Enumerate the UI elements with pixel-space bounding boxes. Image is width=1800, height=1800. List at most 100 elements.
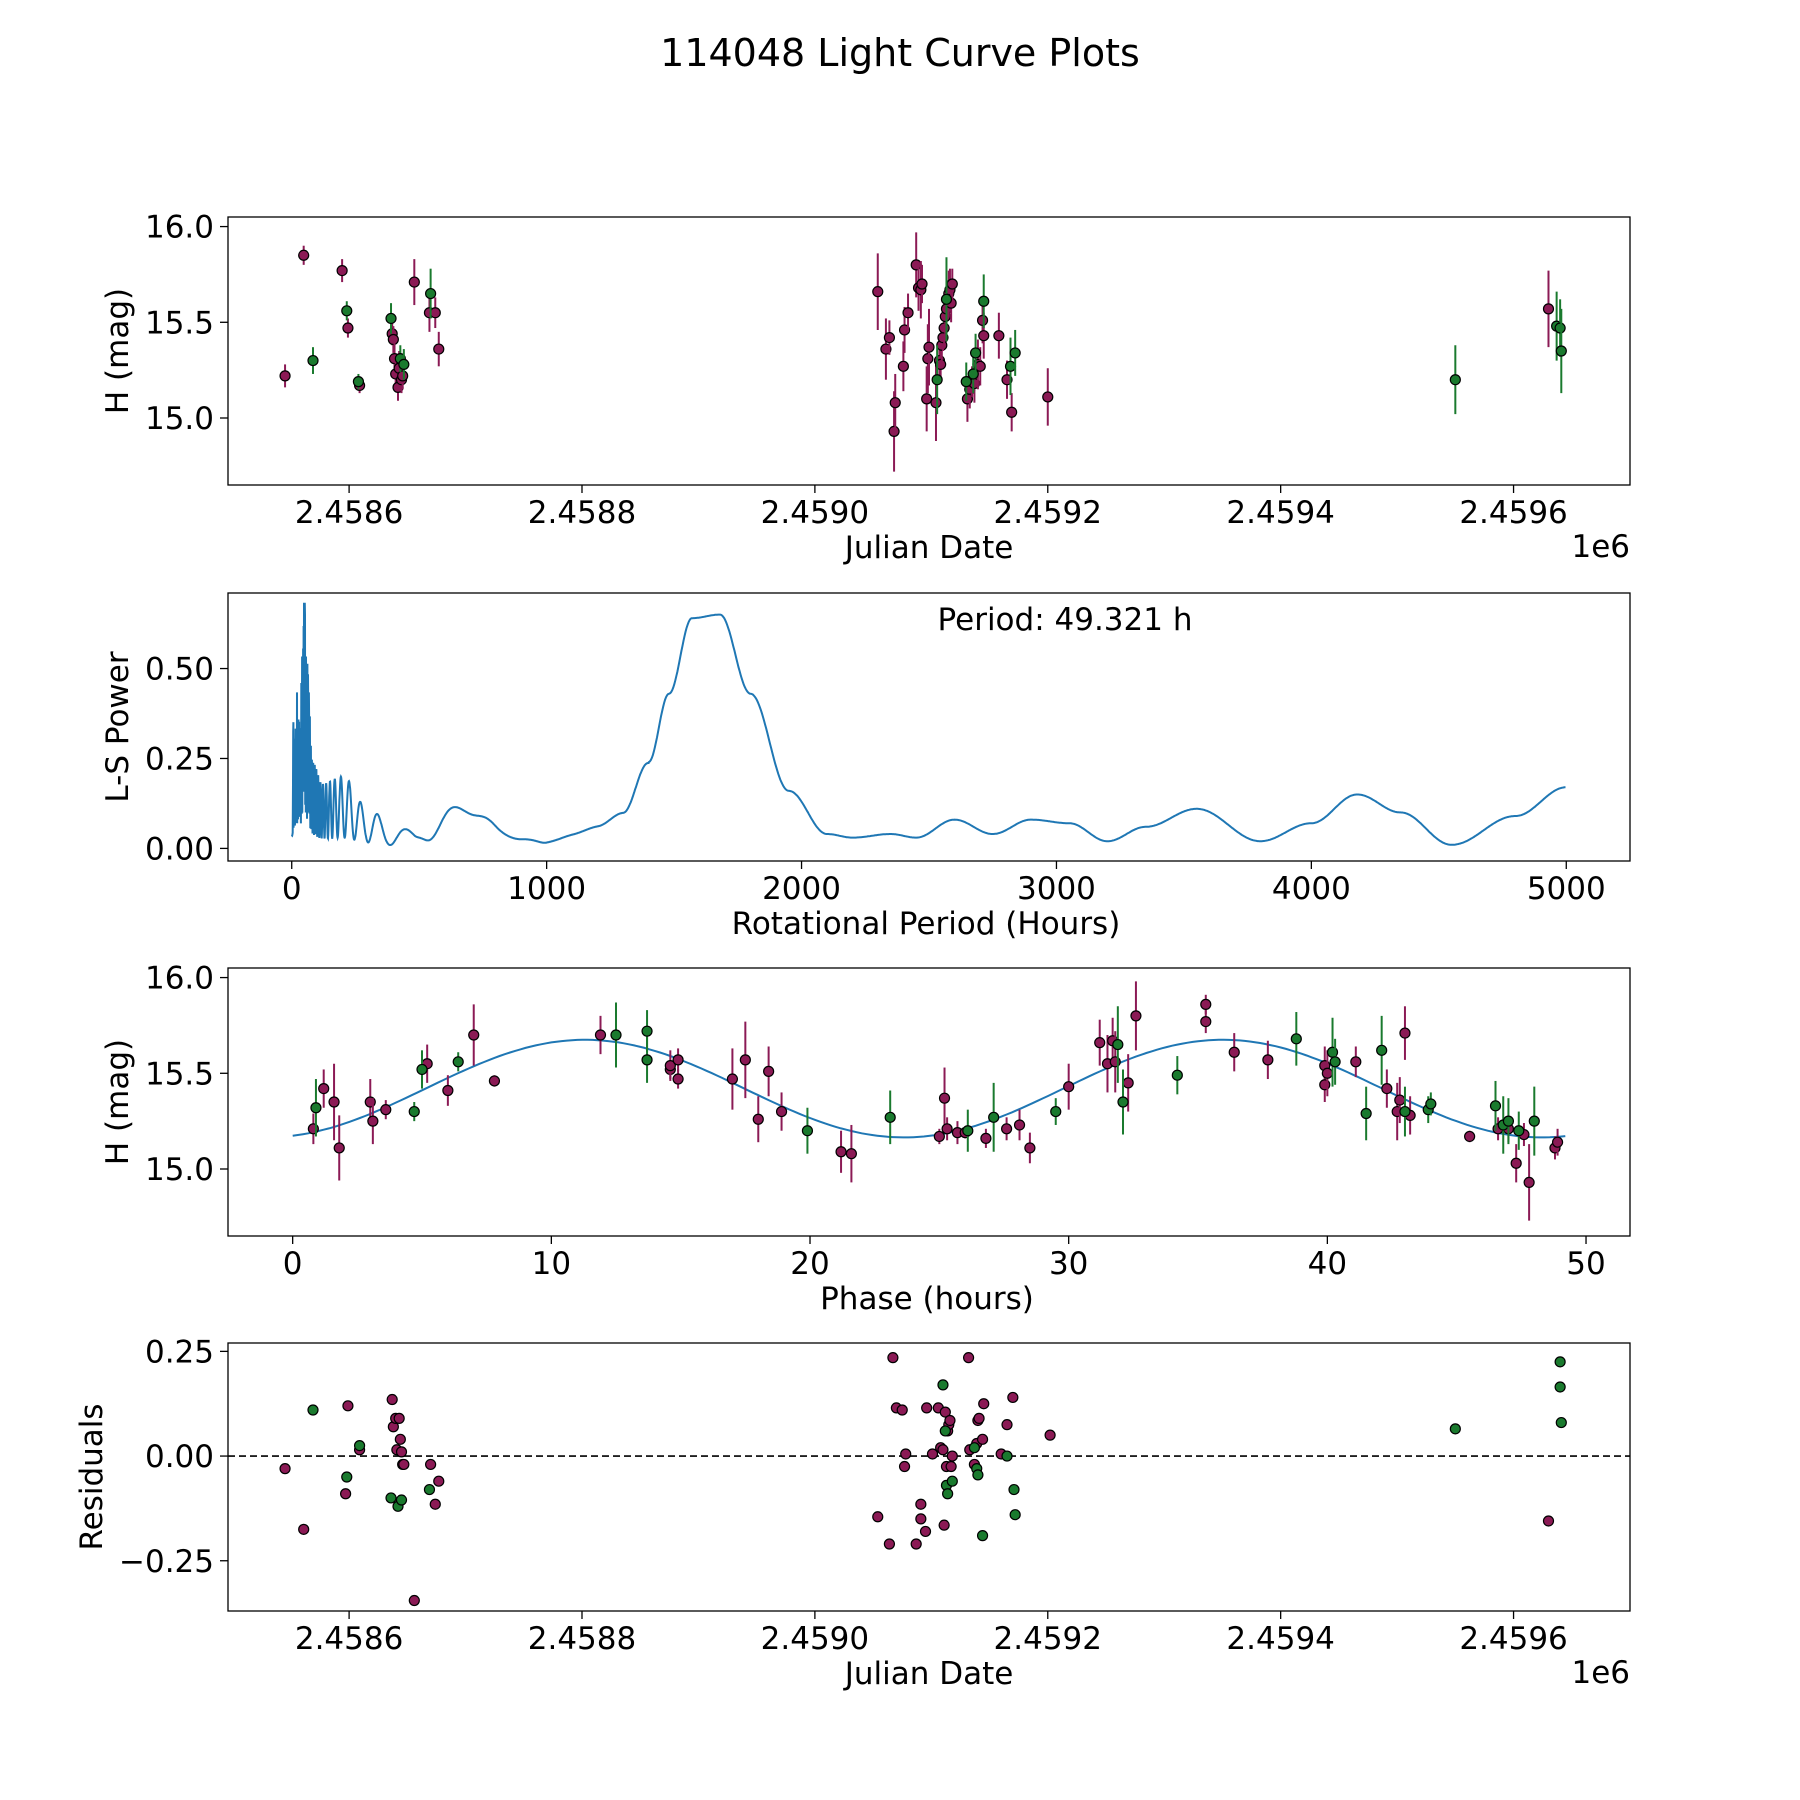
residuals-data-point xyxy=(937,1379,949,1391)
x-tick-label: 2.4590 xyxy=(761,495,869,531)
x-tick-label: 5000 xyxy=(1527,871,1606,907)
x-tick-label: 2.4590 xyxy=(761,1621,869,1657)
phased-data-point xyxy=(610,1029,622,1041)
y-tick-label: 0.50 xyxy=(145,652,214,688)
residuals-data-point xyxy=(968,1442,981,1454)
residuals-data-point xyxy=(978,1398,990,1410)
figure-title: 114048 Light Curve Plots xyxy=(660,31,1140,75)
x-tick-label: 2.4586 xyxy=(295,495,403,531)
phased-data-point xyxy=(1489,1100,1502,1112)
x-tick-label: 2.4588 xyxy=(528,495,636,531)
phased-data-point xyxy=(938,1092,951,1104)
phased-data-point xyxy=(328,1096,340,1108)
lightcurve-data-point xyxy=(1554,322,1566,334)
lightcurve-data-point xyxy=(931,374,943,386)
x-tick-label: 30 xyxy=(1049,1246,1088,1282)
lightcurve-data-point xyxy=(961,393,974,405)
residuals-data-point xyxy=(353,1439,366,1452)
lightcurve-data-point xyxy=(279,370,291,382)
periodogram-power-line xyxy=(290,602,1566,846)
phased-data-point xyxy=(1399,1027,1411,1039)
residuals-data-point xyxy=(942,1488,954,1500)
x-tick-label: 1000 xyxy=(507,871,586,907)
phased-data-point xyxy=(641,1054,653,1066)
phased-data-point xyxy=(1001,1123,1013,1135)
phased-data-point xyxy=(884,1111,896,1123)
residuals-data-point xyxy=(408,1594,420,1607)
residuals-data-point xyxy=(919,1525,932,1538)
phased-data-point xyxy=(488,1075,501,1087)
residuals-data-point xyxy=(910,1538,922,1550)
lightcurve-xlabel: Julian Date xyxy=(843,530,1014,566)
y-tick-label: 0.25 xyxy=(145,741,214,777)
periodogram-plot-area xyxy=(290,602,1566,846)
phased-data-point xyxy=(1464,1130,1476,1143)
phased-data-point xyxy=(1360,1107,1372,1120)
x-tick-label: 0 xyxy=(283,1246,303,1282)
residuals-data-point xyxy=(1555,1416,1567,1429)
x-tick-label: 2.4594 xyxy=(1226,495,1334,531)
residuals-data-point xyxy=(341,1471,353,1483)
phased-data-point xyxy=(1350,1056,1362,1068)
phased-data-point xyxy=(1050,1105,1062,1118)
lightcurve-data-point xyxy=(916,278,928,290)
residuals-data-point xyxy=(898,1460,911,1473)
residuals-data-point xyxy=(1009,1509,1021,1521)
residuals-data-point xyxy=(976,1530,989,1542)
x-tick-label: 2.4594 xyxy=(1226,1621,1334,1657)
y-tick-label: 15.0 xyxy=(145,1152,214,1188)
x-tick-label: 50 xyxy=(1566,1246,1605,1282)
phased-data-point xyxy=(333,1142,345,1154)
phased-data-point xyxy=(468,1029,480,1041)
lightcurve-data-point xyxy=(993,330,1005,342)
phased-data-point xyxy=(1130,1010,1142,1022)
residuals-data-point xyxy=(883,1538,896,1550)
residuals-data-point xyxy=(976,1433,989,1445)
residuals-data-point xyxy=(944,1414,956,1427)
phased-data-point xyxy=(416,1063,428,1076)
lightcurve-data-point xyxy=(946,278,958,290)
residuals-data-point xyxy=(385,1492,397,1504)
residuals-data-point xyxy=(1008,1483,1020,1496)
phased-data-point xyxy=(1381,1082,1393,1095)
residuals-data-point xyxy=(973,1412,985,1424)
periodogram-axes-frame xyxy=(227,592,1631,862)
phased-data-point xyxy=(1094,1037,1106,1049)
residuals-data-point xyxy=(298,1523,310,1535)
phased-data-point xyxy=(801,1125,814,1137)
lightcurve-data-point xyxy=(976,314,989,326)
residuals-data-point xyxy=(423,1483,436,1496)
y-tick-label: 16.0 xyxy=(145,210,214,246)
residuals-data-point xyxy=(915,1498,927,1510)
residuals-data-point xyxy=(945,1460,957,1473)
panel-lightcurve: 2.4586 2.4588 2.4590 2.4592 2.4594 2.4596 15.0… xyxy=(100,210,1631,566)
phased-data-point xyxy=(726,1073,739,1085)
lightcurve-data-point xyxy=(1006,406,1018,418)
lightcurve-axes-frame xyxy=(227,216,1631,486)
phased-data-point xyxy=(442,1084,454,1097)
residuals-data-point xyxy=(395,1494,408,1506)
phased-data-point xyxy=(980,1132,992,1144)
lightcurve-data-point xyxy=(902,307,914,319)
residuals-data-point xyxy=(342,1400,354,1412)
residuals-ylabel: Residuals xyxy=(74,1403,110,1550)
lightcurve-data-point xyxy=(923,341,935,353)
lightcurve-data-point xyxy=(1542,303,1555,315)
residuals-data-point xyxy=(1044,1429,1056,1441)
lightcurve-data-point xyxy=(387,333,399,346)
phased-ylabel: H (mag) xyxy=(100,1039,136,1165)
x-tick-label: 2.4596 xyxy=(1459,1621,1567,1657)
lightcurve-data-point xyxy=(385,312,397,325)
phased-data-point xyxy=(1117,1096,1129,1108)
residuals-data-point xyxy=(939,1425,951,1437)
lightcurve-data-point xyxy=(1555,345,1567,357)
residuals-data-point xyxy=(393,1412,405,1424)
phased-data-point xyxy=(367,1115,379,1127)
y-tick-label: 0.00 xyxy=(145,1439,214,1475)
panel-phased: 0 10 20 30 40 50 15.0 15.5 16.0 Phase (hours) H … xyxy=(100,961,1631,1317)
residuals-data-point xyxy=(279,1463,291,1475)
periodogram-ticks: 0 1000 2000 3000 4000 5000 0.00 0.25 0.50 xyxy=(145,652,1606,907)
x-tick-label: 4000 xyxy=(1272,871,1351,907)
lightcurve-plot-area xyxy=(279,232,1567,472)
